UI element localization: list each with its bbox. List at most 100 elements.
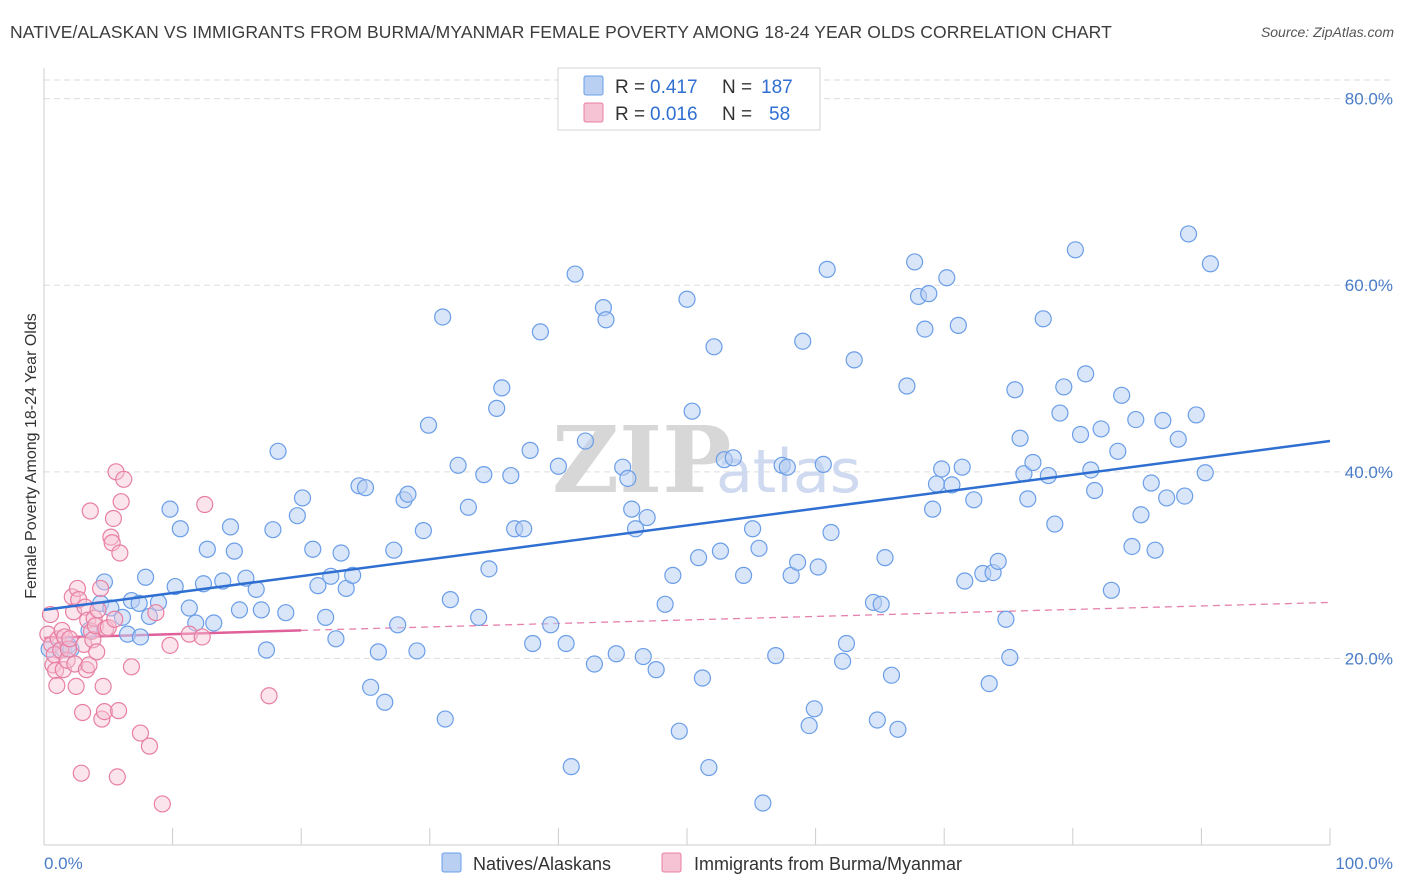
natives-point bbox=[1086, 481, 1104, 500]
burma-point bbox=[104, 509, 123, 528]
burma-point bbox=[122, 658, 141, 676]
natives-point bbox=[1055, 378, 1073, 396]
natives-point bbox=[689, 549, 708, 567]
natives-point bbox=[1006, 381, 1024, 399]
natives-point bbox=[814, 455, 832, 473]
burma-trend-extension bbox=[301, 601, 1331, 632]
natives-point bbox=[845, 351, 863, 369]
chart-title: NATIVE/ALASKAN VS IMMIGRANTS FROM BURMA/… bbox=[10, 22, 1112, 42]
natives-point bbox=[1077, 365, 1095, 383]
natives-point bbox=[743, 520, 762, 538]
natives-point bbox=[277, 604, 295, 622]
bottom-legend-swatch-pink bbox=[661, 852, 682, 873]
natives-point bbox=[634, 647, 652, 666]
natives-point bbox=[623, 500, 641, 518]
natives-point bbox=[130, 594, 148, 612]
natives-point bbox=[956, 572, 974, 590]
natives-point bbox=[1113, 386, 1131, 404]
burma-point bbox=[111, 544, 129, 562]
burma-point bbox=[196, 495, 214, 514]
natives-point bbox=[542, 616, 560, 634]
burma-point bbox=[72, 764, 90, 782]
natives-point bbox=[1154, 411, 1172, 430]
natives-point bbox=[597, 311, 615, 329]
burma-point bbox=[67, 677, 85, 696]
natives-point bbox=[906, 253, 924, 271]
natives-point bbox=[889, 720, 907, 738]
natives-point bbox=[344, 566, 362, 584]
natives-point bbox=[678, 290, 696, 308]
natives-point bbox=[198, 540, 216, 558]
natives-point bbox=[876, 549, 894, 567]
natives-point bbox=[1109, 442, 1127, 460]
legend-n-label-2: N = bbox=[722, 104, 752, 125]
blue-trend-line bbox=[43, 439, 1331, 612]
axes bbox=[43, 68, 1331, 846]
natives-point bbox=[920, 285, 938, 303]
watermark-zip: ZIP bbox=[552, 406, 731, 514]
natives-points bbox=[40, 225, 1220, 812]
natives-point bbox=[898, 377, 916, 395]
burma-point bbox=[95, 702, 114, 721]
burma-point bbox=[106, 610, 124, 628]
natives-point bbox=[638, 508, 656, 527]
natives-point bbox=[1102, 581, 1120, 599]
natives-point bbox=[362, 678, 380, 696]
natives-trend-line bbox=[43, 439, 1331, 612]
natives-point bbox=[480, 560, 498, 578]
burma-point bbox=[153, 795, 171, 813]
natives-point bbox=[399, 485, 417, 503]
natives-point bbox=[488, 399, 506, 417]
natives-point bbox=[1034, 310, 1052, 328]
natives-point bbox=[576, 432, 595, 450]
natives-point bbox=[1066, 241, 1084, 259]
natives-point bbox=[800, 716, 818, 735]
natives-point bbox=[997, 610, 1015, 628]
natives-point bbox=[304, 540, 322, 558]
natives-point bbox=[230, 601, 249, 619]
natives-point bbox=[531, 323, 549, 341]
natives-point bbox=[549, 457, 568, 475]
natives-point bbox=[683, 402, 701, 420]
natives-point bbox=[166, 577, 184, 596]
y-tick-label-40: 40.0% bbox=[1345, 463, 1393, 482]
natives-point bbox=[1071, 425, 1090, 444]
burma-point bbox=[109, 702, 128, 720]
natives-point bbox=[1001, 648, 1019, 667]
natives-point bbox=[788, 553, 807, 571]
burma-point bbox=[39, 625, 57, 643]
natives-point bbox=[436, 710, 454, 728]
natives-point bbox=[502, 466, 520, 485]
natives-point bbox=[475, 466, 493, 484]
natives-point bbox=[1187, 406, 1205, 424]
natives-point bbox=[705, 338, 723, 356]
natives-point bbox=[389, 616, 407, 634]
natives-point bbox=[1176, 487, 1194, 505]
natives-point bbox=[221, 518, 240, 536]
natives-point bbox=[180, 599, 198, 617]
bottom-legend-swatch-blue bbox=[441, 852, 462, 873]
natives-point bbox=[252, 601, 270, 619]
natives-point bbox=[943, 476, 961, 494]
legend-swatch-pink bbox=[583, 102, 604, 123]
burma-point bbox=[73, 703, 92, 722]
natives-point bbox=[754, 794, 772, 812]
natives-point bbox=[419, 416, 438, 434]
legend-n-value-1: 187 bbox=[761, 77, 793, 98]
natives-point bbox=[750, 539, 768, 557]
natives-point bbox=[327, 630, 345, 648]
natives-point bbox=[136, 568, 155, 586]
natives-point bbox=[916, 320, 934, 338]
natives-point bbox=[882, 666, 901, 684]
legend-r-label-2: R = bbox=[615, 104, 645, 125]
natives-point bbox=[171, 520, 189, 538]
natives-point bbox=[656, 595, 674, 613]
natives-point bbox=[927, 475, 946, 493]
burma-point bbox=[108, 768, 126, 786]
natives-point bbox=[524, 634, 542, 653]
y-tick-label-60: 60.0% bbox=[1345, 276, 1393, 295]
burma-point bbox=[48, 676, 66, 695]
burma-point bbox=[77, 661, 96, 679]
natives-point bbox=[441, 591, 459, 609]
